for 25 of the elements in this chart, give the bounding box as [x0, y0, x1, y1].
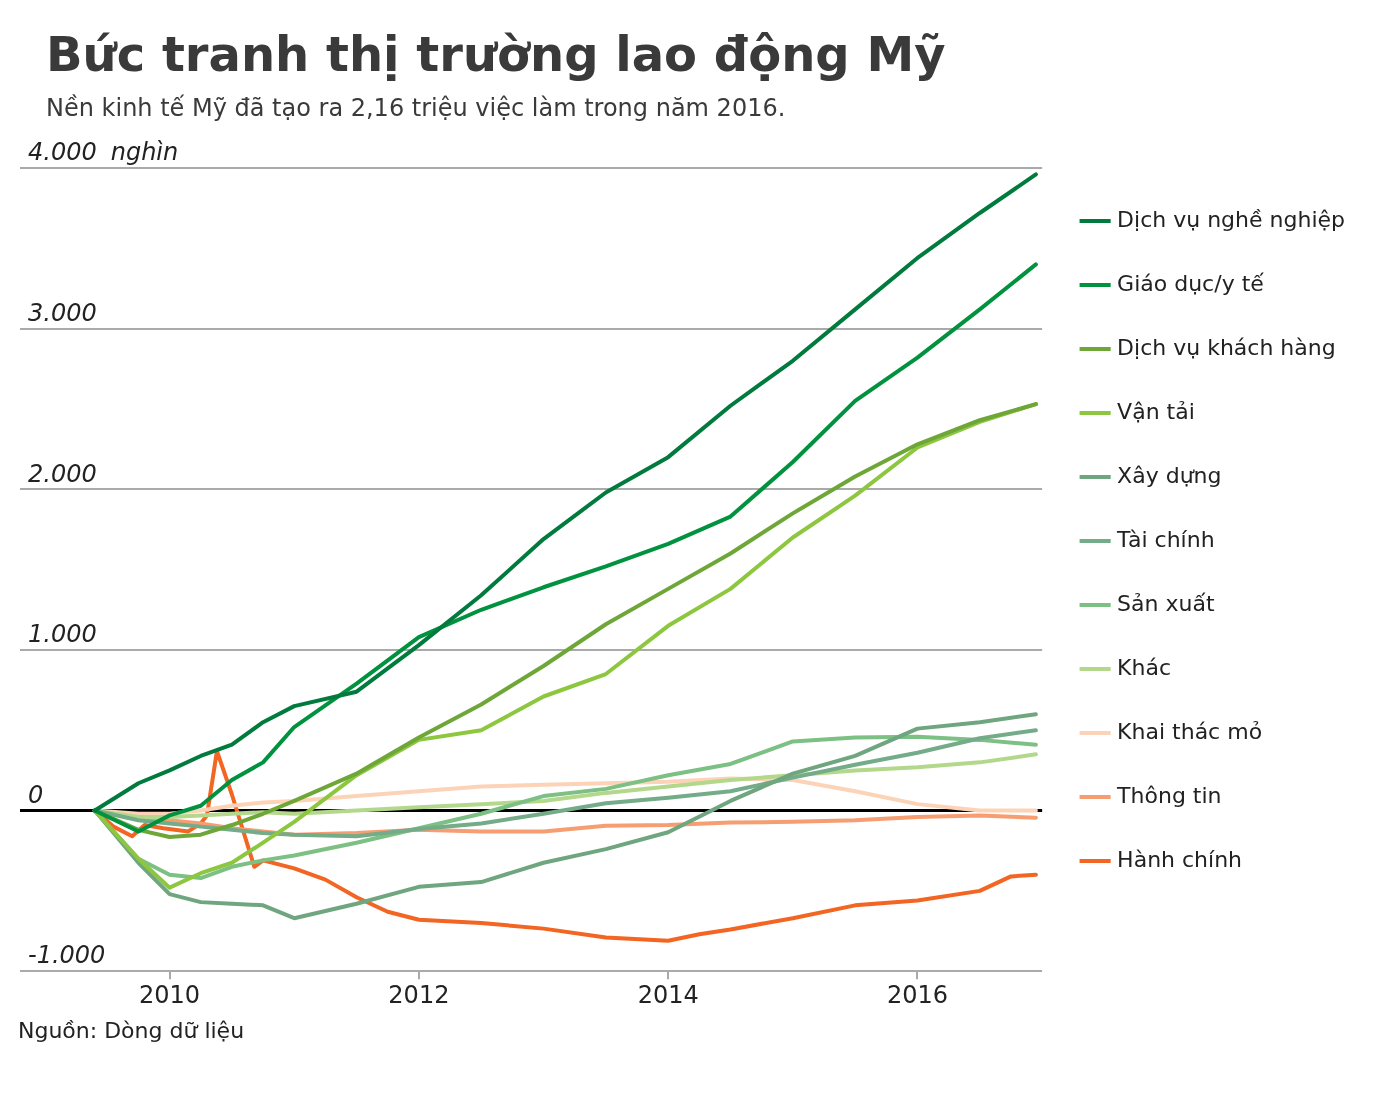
text: Nguồn: Dòng dữ liệu: [18, 1018, 245, 1043]
legend-label: Sản xuất: [1117, 590, 1215, 616]
y-tick-label: 1.000: [28, 620, 97, 649]
legend-label: Giáo dục/y tế: [1117, 270, 1265, 296]
legend-label: Tài chính: [1116, 526, 1215, 552]
x-tick-label: 2012: [388, 980, 450, 1009]
y-tick-label: 3.000: [28, 298, 97, 327]
legend-label: Hành chính: [1117, 846, 1243, 872]
legend-label: Thông tin: [1116, 782, 1222, 808]
y-tick-label: 2.000: [28, 459, 97, 488]
y-axis-title: nghìn: [110, 138, 179, 167]
legend-label: Vận tải: [1117, 398, 1195, 424]
legend-label: Dịch vụ nghề nghiệp: [1117, 206, 1346, 232]
y-tick-label: 0: [28, 780, 44, 809]
legend-label: Khai thác mỏ: [1117, 718, 1263, 744]
legend-label: Xây dựng: [1117, 462, 1222, 488]
x-tick-label: 2016: [886, 980, 949, 1009]
legend-label: Khác: [1117, 654, 1172, 680]
y-tick-label: 4.000: [28, 138, 97, 167]
x-tick-label: 2014: [637, 980, 699, 1009]
chart-subtitle: Nền kinh tế Mỹ đã tạo ra 2,16 triệu việc làm trong năm 2016.: [46, 94, 786, 122]
x-tick-label: 2010: [139, 980, 201, 1009]
chart-title: Bức tranh thị trường lao động Mỹ: [46, 26, 946, 82]
y-tick-label: -1.000: [28, 941, 106, 970]
legend-label: Dịch vụ khách hàng: [1117, 334, 1336, 360]
